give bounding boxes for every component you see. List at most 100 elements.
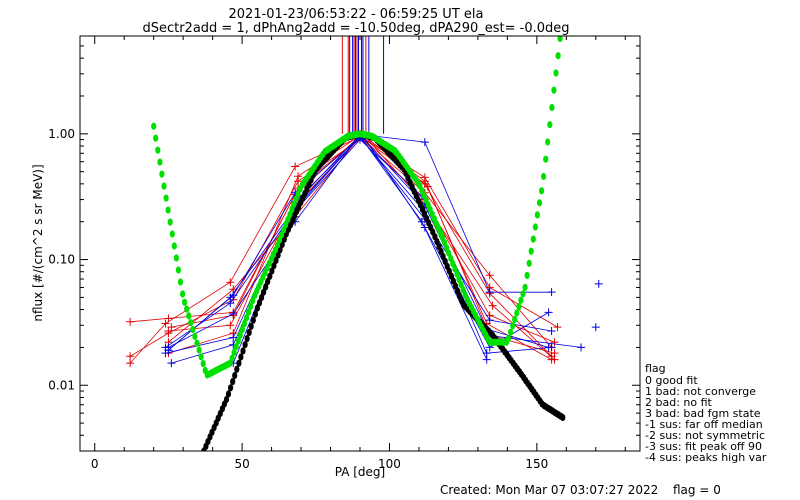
legend-title: flag bbox=[645, 362, 666, 375]
fit-marker bbox=[163, 194, 169, 202]
fit-marker bbox=[153, 134, 159, 142]
series-red-4 bbox=[164, 130, 556, 361]
fit-marker bbox=[555, 52, 561, 60]
fit-marker bbox=[516, 303, 522, 311]
chart-title-line1: 2021-01-23/06:53:22 - 06:59:25 UT ela bbox=[229, 7, 484, 22]
fit-marker bbox=[256, 299, 263, 307]
fit-marker bbox=[547, 121, 553, 129]
data-point bbox=[294, 172, 303, 181]
series-line bbox=[168, 135, 552, 351]
fit-marker bbox=[539, 187, 545, 195]
series-red-5 bbox=[167, 133, 559, 347]
series-line bbox=[168, 133, 552, 348]
fit-marker bbox=[151, 122, 157, 130]
fit-marker bbox=[182, 298, 188, 306]
data-point bbox=[226, 278, 235, 287]
fit-marker bbox=[454, 270, 460, 278]
isolated-point-0 bbox=[594, 279, 603, 288]
data-point bbox=[126, 352, 135, 361]
data-point bbox=[577, 343, 586, 352]
fit-marker bbox=[520, 290, 526, 298]
fit-marker bbox=[524, 271, 530, 279]
fit-marker bbox=[229, 354, 235, 362]
fit-marker bbox=[522, 283, 528, 291]
fit-marker bbox=[273, 256, 279, 264]
x-tick-label: 150 bbox=[525, 457, 548, 471]
plot-area bbox=[126, 36, 603, 451]
fit-black_fit bbox=[201, 130, 566, 451]
fit-marker bbox=[526, 259, 532, 267]
data-point bbox=[485, 316, 494, 325]
fit-marker bbox=[261, 288, 267, 296]
fit-marker bbox=[236, 359, 242, 367]
x-axis-ticks: 0 50 100 150 bbox=[91, 36, 626, 471]
y-axis-ticks: 0.01 0.10 1.00 bbox=[48, 35, 640, 452]
data-point bbox=[488, 301, 497, 310]
data-point bbox=[547, 288, 556, 297]
data-point bbox=[167, 323, 176, 332]
fit-marker bbox=[269, 267, 275, 275]
fit-marker bbox=[242, 341, 248, 349]
x-axis-label: PA [deg] bbox=[335, 465, 385, 479]
footer-created: Created: Mon Mar 07 03:07:27 2022 bbox=[440, 483, 658, 497]
fit-marker bbox=[439, 233, 446, 241]
series-blue-13 bbox=[229, 132, 491, 368]
data-point bbox=[544, 343, 553, 352]
data-point bbox=[126, 359, 135, 368]
fit-marker bbox=[167, 218, 173, 226]
fit-marker bbox=[246, 308, 252, 316]
data-point bbox=[544, 308, 553, 317]
isolated-point-1 bbox=[591, 323, 600, 332]
series-line bbox=[165, 134, 582, 354]
series-line bbox=[168, 136, 552, 348]
fit-marker bbox=[532, 223, 539, 231]
fit-marker bbox=[560, 413, 566, 422]
fit-marker bbox=[530, 235, 536, 243]
fit-marker bbox=[192, 332, 198, 340]
legend-entry: -2 sus: not symmetric bbox=[645, 429, 765, 442]
footer-flag: flag = 0 bbox=[673, 483, 721, 497]
fit-marker bbox=[545, 138, 551, 146]
fit-marker bbox=[510, 322, 516, 330]
series-blue-11 bbox=[161, 135, 553, 352]
fit-marker bbox=[171, 242, 177, 250]
fit-marker bbox=[553, 69, 559, 77]
legend-entry: -4 sus: peaks high var bbox=[645, 451, 767, 464]
y-tick-label: 0.01 bbox=[48, 378, 75, 392]
fit-marker bbox=[228, 384, 234, 392]
fit-marker bbox=[238, 353, 244, 361]
fit-marker bbox=[169, 230, 175, 238]
fit-marker bbox=[177, 278, 184, 286]
fit-marker bbox=[234, 365, 240, 373]
fit-marker bbox=[233, 343, 239, 351]
fit-marker bbox=[254, 304, 260, 312]
data-point bbox=[164, 314, 173, 323]
fit-marker bbox=[557, 36, 563, 43]
data-point bbox=[291, 162, 300, 171]
data-point bbox=[550, 338, 559, 347]
fit-marker bbox=[549, 103, 555, 112]
data-point bbox=[226, 299, 235, 308]
data-point bbox=[482, 355, 491, 364]
fit-marker bbox=[200, 360, 206, 368]
fit-marker bbox=[267, 272, 273, 280]
fit-marker bbox=[543, 155, 549, 163]
fit-marker bbox=[518, 296, 524, 304]
legend-entry: 3 bad: bad fgm state bbox=[645, 407, 761, 420]
fit-marker bbox=[157, 158, 163, 166]
fit-marker bbox=[541, 172, 547, 181]
data-point bbox=[550, 355, 559, 364]
data-point bbox=[420, 179, 429, 188]
plot-frame bbox=[79, 35, 641, 452]
data-point bbox=[417, 217, 426, 226]
fit-marker bbox=[237, 331, 243, 339]
data-point bbox=[161, 349, 170, 358]
data-point bbox=[229, 309, 238, 318]
fit-marker bbox=[194, 339, 200, 347]
fit-marker bbox=[263, 283, 269, 291]
x-tick-label: 50 bbox=[234, 457, 249, 471]
fit-marker bbox=[505, 335, 512, 343]
fit-marker bbox=[223, 395, 230, 404]
y-tick-label: 1.00 bbox=[48, 127, 75, 141]
